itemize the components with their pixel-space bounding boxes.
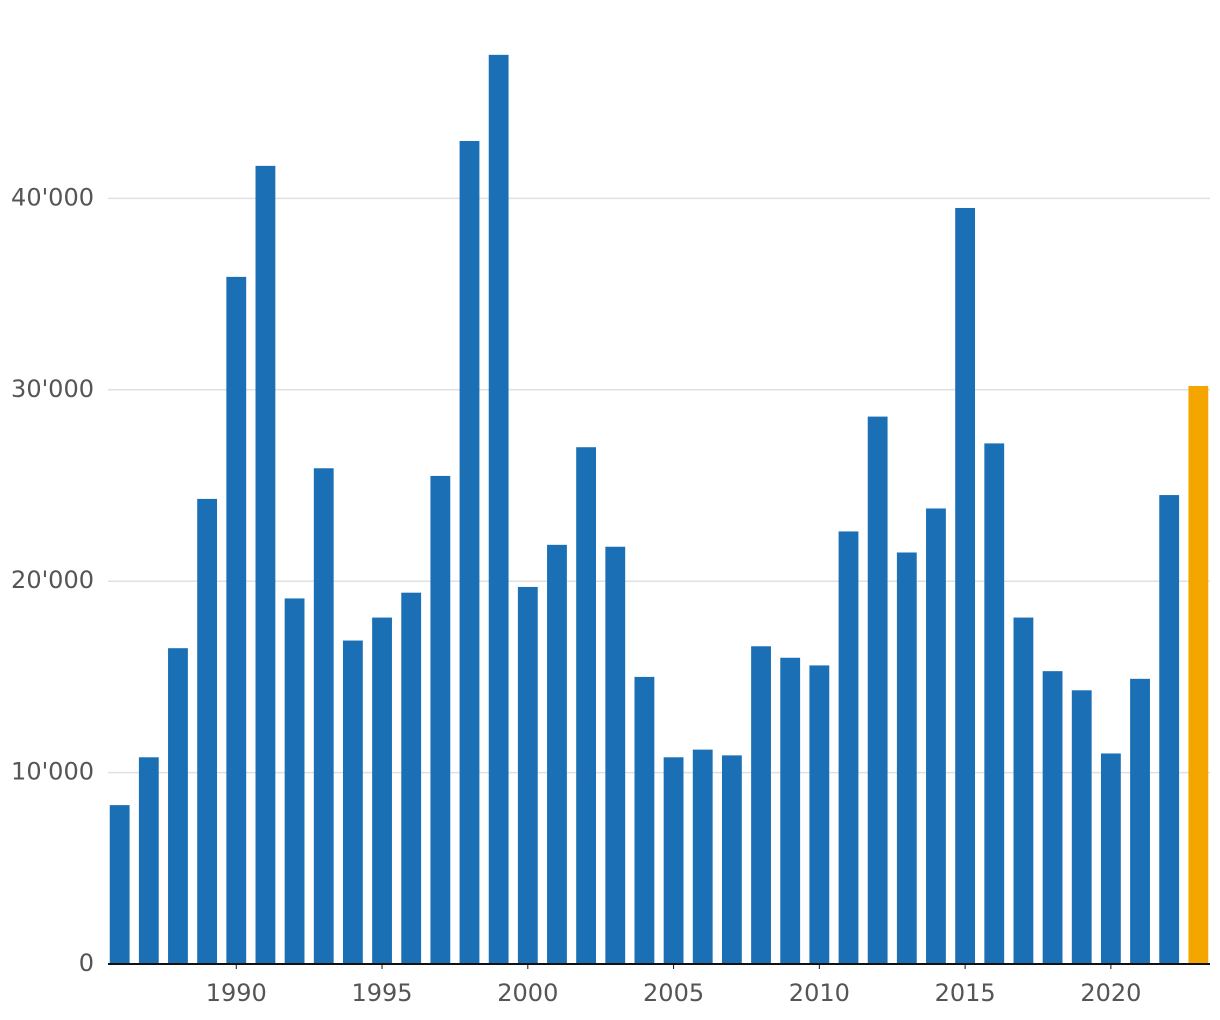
bar <box>342 640 363 964</box>
bar <box>780 657 801 964</box>
bar <box>168 648 188 964</box>
bar <box>809 665 830 964</box>
y-tick-label: 10'000 <box>11 758 94 786</box>
y-tick-label: 20'000 <box>11 566 94 594</box>
x-tick-label: 2010 <box>789 979 850 1007</box>
bar <box>1130 678 1150 964</box>
bar <box>955 207 976 965</box>
bar <box>138 757 159 964</box>
bar <box>1042 671 1063 964</box>
bar <box>721 755 742 964</box>
bar <box>867 416 888 964</box>
bar <box>926 508 946 964</box>
y-tick-label: 30'000 <box>11 375 94 403</box>
x-tick-label: 2005 <box>643 979 704 1007</box>
bar <box>401 592 422 964</box>
bar <box>1013 617 1034 964</box>
bar <box>284 598 305 964</box>
x-tick-label: 2020 <box>1080 979 1141 1007</box>
bar <box>109 805 130 964</box>
bar <box>547 544 567 964</box>
x-tick-label: 2000 <box>497 979 558 1007</box>
bar <box>1071 690 1092 964</box>
bar <box>984 443 1005 965</box>
bar <box>751 646 771 964</box>
bar <box>430 475 451 964</box>
bar <box>488 54 509 965</box>
y-tick-label: 40'000 <box>11 183 94 211</box>
bar <box>663 757 684 964</box>
x-tick-label: 1990 <box>206 979 267 1007</box>
bar <box>372 617 392 964</box>
x-tick-label: 2015 <box>935 979 996 1007</box>
y-tick-label: 0 <box>79 949 94 977</box>
bar <box>517 586 538 964</box>
bar <box>896 552 917 964</box>
bar <box>459 140 480 965</box>
bar <box>605 546 626 964</box>
bar <box>1100 753 1121 964</box>
bar <box>576 447 597 965</box>
bar <box>634 676 655 964</box>
x-tick-label: 1995 <box>352 979 413 1007</box>
bar <box>838 531 859 964</box>
bar <box>1188 385 1209 964</box>
bar <box>226 276 247 964</box>
bar <box>692 749 713 964</box>
bar <box>197 498 218 964</box>
bar <box>1159 495 1180 964</box>
bar <box>313 468 334 964</box>
bar <box>255 165 276 964</box>
